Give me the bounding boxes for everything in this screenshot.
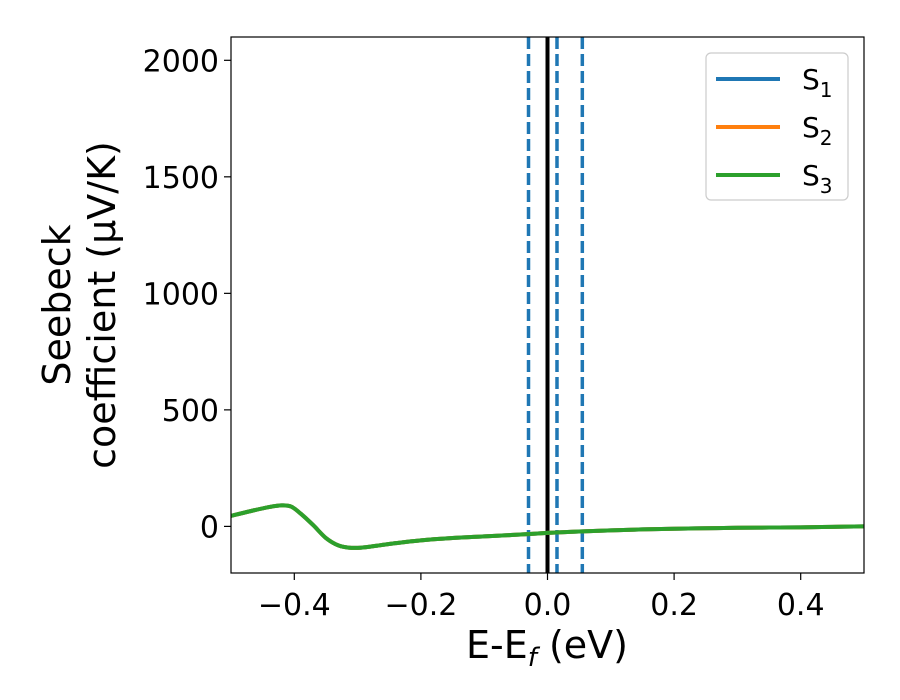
- vertical-lines: [526, 37, 585, 573]
- y-tick-label: 1000: [143, 277, 219, 312]
- y-axis-label: Seebeck coefficient (μV/K): [35, 141, 124, 469]
- legend-label-s3: S3: [802, 159, 833, 198]
- x-tick-label: −0.2: [384, 588, 457, 623]
- x-tick-label: 0.2: [650, 588, 698, 623]
- y-axis-label-line1: Seebeck: [35, 224, 79, 385]
- legend-label-s2: S2: [802, 111, 833, 150]
- y-tick-label: 0: [200, 510, 219, 545]
- y-tick-label: 2000: [143, 44, 219, 79]
- y-tick-label: 1500: [143, 161, 219, 196]
- y-axis-label-line2: coefficient (μV/K): [80, 141, 124, 469]
- x-tick-label: 0.4: [777, 588, 825, 623]
- x-tick-label: 0.0: [524, 588, 572, 623]
- y-tick-label: 500: [162, 394, 219, 429]
- x-ticks: −0.4 −0.2 0.0 0.2 0.4: [258, 573, 825, 623]
- series-line-s3: [231, 503, 864, 550]
- x-axis-label-unit: (eV): [537, 623, 628, 667]
- x-tick-label: −0.4: [258, 588, 331, 623]
- legend: S1 S2 S3: [705, 52, 849, 201]
- y-ticks: 0 500 1000 1500 2000: [143, 44, 231, 545]
- x-axis-label-main: E-E: [466, 623, 528, 667]
- x-axis-label: E-Ef (eV): [466, 623, 628, 673]
- legend-label-s1: S1: [802, 63, 833, 102]
- series-lines: [231, 503, 864, 550]
